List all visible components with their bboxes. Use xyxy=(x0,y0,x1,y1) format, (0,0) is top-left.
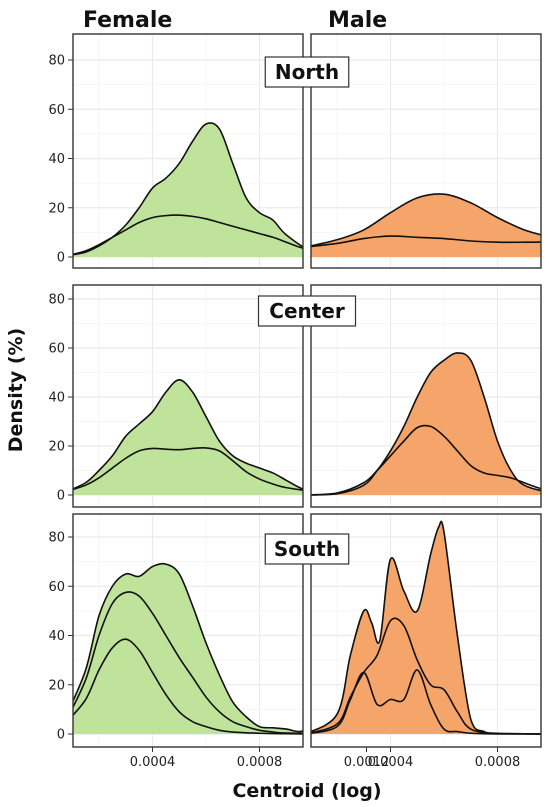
facet-label-text: North xyxy=(275,60,339,84)
panel-border xyxy=(310,284,542,508)
facet-label-center: Center xyxy=(257,295,357,327)
density-area xyxy=(73,563,303,734)
y-tick-label: 60 xyxy=(48,103,65,118)
facet-label-text: South xyxy=(274,537,340,561)
facet-strip-female: Female xyxy=(83,8,172,33)
y-tick-label: 20 xyxy=(48,201,65,216)
y-tick-label: 0 xyxy=(57,251,65,266)
y-tick-label: 40 xyxy=(48,629,65,644)
density-curve xyxy=(73,591,303,735)
panel-border xyxy=(310,513,542,748)
facet-label-box xyxy=(264,533,350,565)
x-tick-label: 0.0004 xyxy=(368,755,414,770)
panel-border xyxy=(72,33,304,269)
y-tick-label: 40 xyxy=(48,152,65,167)
density-curve xyxy=(73,562,303,733)
facet-label-north: North xyxy=(264,56,350,88)
density-curve xyxy=(73,638,303,735)
facet-strip-male: Male xyxy=(328,8,387,33)
density-curve xyxy=(311,235,541,248)
y-tick-label: 0 xyxy=(57,489,65,504)
x-tick-label: 0.0008 xyxy=(475,755,521,770)
y-axis-center: 0 20 40 60 80 xyxy=(48,293,73,504)
y-tick-label: 80 xyxy=(48,531,65,546)
density-curve xyxy=(311,669,541,735)
facet-label-south: South xyxy=(264,533,350,565)
y-axis-title: Density (%) xyxy=(5,328,27,453)
density-curve xyxy=(73,214,303,256)
facet-label-box xyxy=(264,56,350,88)
density-area xyxy=(73,122,303,257)
x-tick-label: 0.0004 xyxy=(130,755,176,770)
density-curve xyxy=(311,424,541,496)
y-tick-label: 80 xyxy=(48,54,65,69)
density-curve xyxy=(311,193,541,247)
y-tick-label: 20 xyxy=(48,678,65,693)
panel-border xyxy=(72,284,304,508)
density-curve xyxy=(73,122,303,256)
y-tick-label: 60 xyxy=(48,342,65,357)
y-tick-label: 80 xyxy=(48,293,65,308)
density-area xyxy=(73,379,303,495)
x-axis-female: 0.0004 0.0008 0.0012 xyxy=(130,747,390,770)
facet-label-text: Center xyxy=(269,299,345,323)
y-axis-north: 0 20 40 60 80 xyxy=(48,54,73,266)
y-tick-label: 40 xyxy=(48,391,65,406)
panel-border xyxy=(310,33,542,269)
y-tick-label: 20 xyxy=(48,440,65,455)
facet-label-box xyxy=(257,295,357,327)
x-tick-label: 0.0008 xyxy=(237,755,283,770)
y-axis-south: 0 20 40 60 80 xyxy=(48,531,73,743)
x-tick-label: 0.0012 xyxy=(344,755,390,770)
y-tick-label: 60 xyxy=(48,580,65,595)
x-axis-title: Centroid (log) xyxy=(232,780,381,802)
density-curve xyxy=(73,447,303,491)
panel-border xyxy=(72,513,304,748)
density-curve xyxy=(73,379,303,491)
density-area xyxy=(311,352,541,495)
y-tick-label: 0 xyxy=(57,728,65,743)
